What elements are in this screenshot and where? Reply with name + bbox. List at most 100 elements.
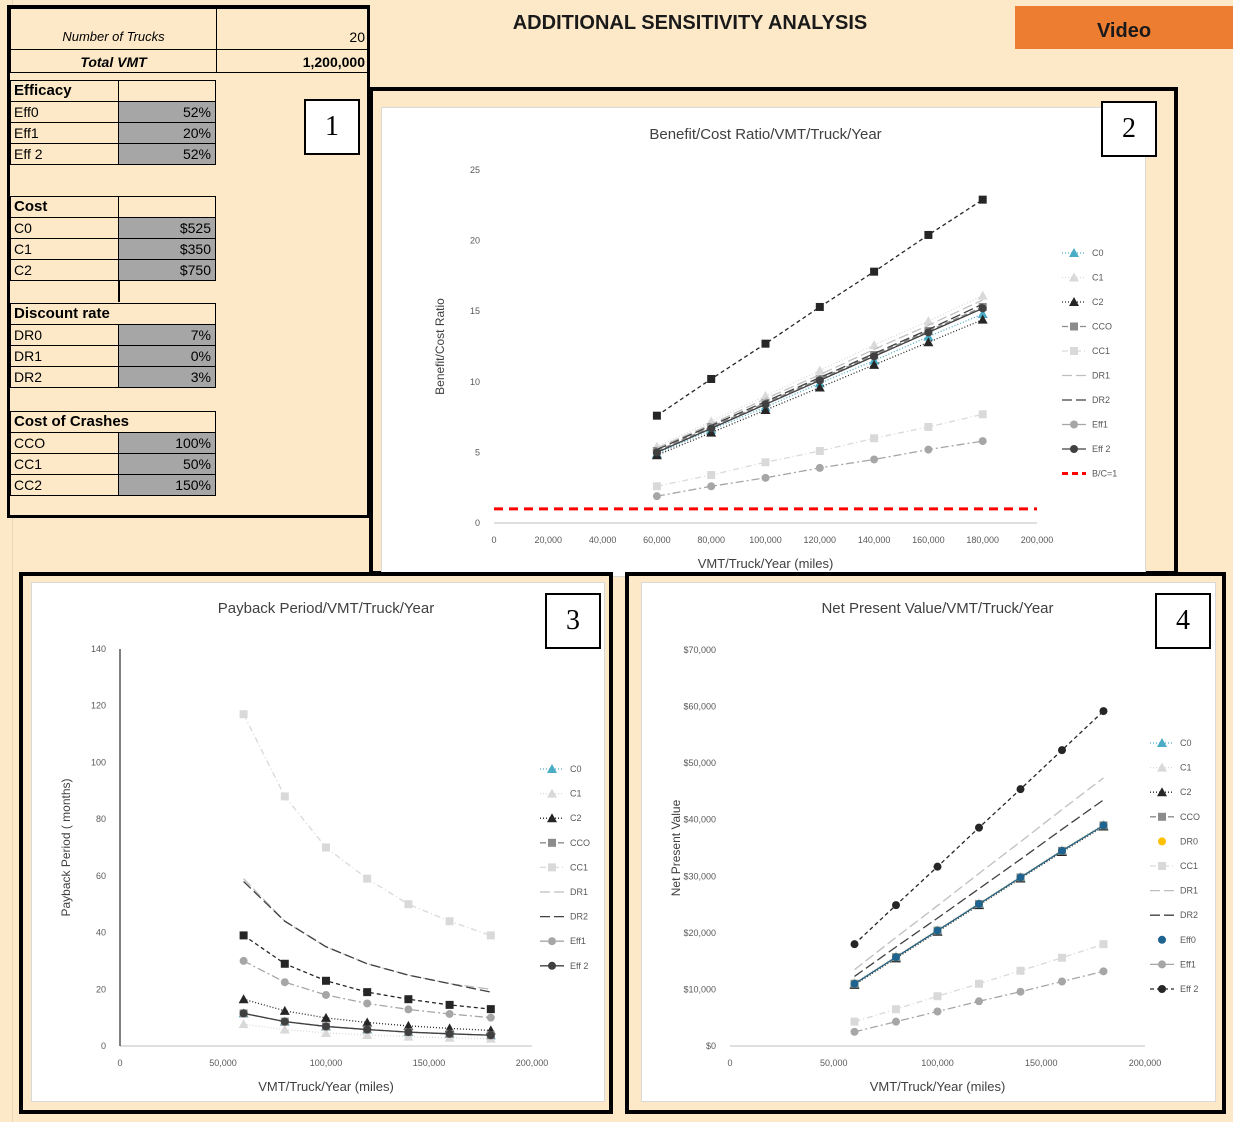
legend-item: CCO bbox=[1062, 322, 1112, 332]
data-point bbox=[239, 931, 248, 940]
data-point bbox=[815, 302, 824, 311]
x-tick-label: 180,000 bbox=[966, 535, 999, 545]
data-point bbox=[404, 900, 413, 909]
eff0-value[interactable]: 52% bbox=[118, 101, 216, 123]
data-point bbox=[977, 314, 988, 324]
legend-label: DR2 bbox=[1092, 395, 1110, 405]
series-dr1 bbox=[854, 777, 1104, 971]
data-point bbox=[1099, 707, 1108, 716]
data-point bbox=[975, 997, 983, 1006]
trucks-value[interactable]: 20 bbox=[216, 8, 368, 50]
series-line bbox=[854, 799, 1104, 977]
efficacy-header: Efficacy bbox=[10, 80, 119, 102]
series-line bbox=[656, 299, 983, 449]
x-axis-label: VMT/Truck/Year (miles) bbox=[870, 1079, 1006, 1094]
chart-title: Benefit/Cost Ratio/VMT/Truck/Year bbox=[649, 126, 881, 143]
data-point bbox=[760, 405, 771, 415]
c2-value[interactable]: $750 bbox=[118, 259, 216, 281]
y-tick-label: 120 bbox=[91, 701, 106, 711]
data-point bbox=[850, 979, 859, 988]
legend-item: Eff1 bbox=[540, 936, 586, 946]
data-point bbox=[869, 340, 880, 350]
eff2-value[interactable]: 52% bbox=[118, 143, 216, 165]
crashes-header: Cost of Crashes bbox=[10, 411, 216, 433]
legend-item: CCO bbox=[540, 838, 590, 848]
chart-frame-payback: Payback Period/VMT/Truck/Year 0 50,000 100,… bbox=[19, 572, 613, 1114]
x-tick-label: 0 bbox=[491, 535, 496, 545]
data-point bbox=[892, 1017, 900, 1026]
legend-item: CC1 bbox=[1150, 861, 1198, 871]
video-button[interactable]: Video bbox=[1015, 6, 1233, 49]
legend-marker bbox=[1158, 837, 1166, 846]
legend-label: DR2 bbox=[1180, 910, 1198, 920]
legend-marker bbox=[1158, 812, 1166, 821]
series-eff-2 bbox=[239, 1009, 495, 1040]
data-point bbox=[322, 1022, 330, 1031]
vmt-label: Total VMT bbox=[10, 49, 217, 73]
c0-value[interactable]: $525 bbox=[118, 217, 216, 239]
page-title: ADDITIONAL SENSITIVITY ANALYSIS bbox=[512, 12, 868, 34]
series-dr1 bbox=[243, 878, 491, 990]
legend-label: B/C=1 bbox=[1092, 469, 1117, 479]
y-axis-label: Benefit/Cost Ratio bbox=[433, 298, 447, 395]
data-point bbox=[923, 337, 934, 347]
x-axis-label: VMT/Truck/Year (miles) bbox=[258, 1079, 394, 1094]
eff1-value[interactable]: 20% bbox=[118, 122, 216, 144]
data-point bbox=[403, 1020, 414, 1030]
dr2-value[interactable]: 3% bbox=[118, 366, 216, 388]
dr0-label: DR0 bbox=[10, 324, 119, 346]
legend-label: C0 bbox=[570, 764, 582, 774]
efficacy-header-blank bbox=[118, 80, 216, 102]
data-point bbox=[892, 1005, 900, 1014]
c1-value[interactable]: $350 bbox=[118, 238, 216, 260]
data-point bbox=[652, 411, 661, 420]
legend-label: Eff1 bbox=[570, 936, 586, 946]
y-tick-label: 20 bbox=[470, 236, 480, 246]
legend-item: DR0 bbox=[1158, 836, 1198, 846]
series-eff1 bbox=[239, 956, 495, 1022]
data-point bbox=[322, 990, 330, 999]
dr0-value[interactable]: 7% bbox=[118, 324, 216, 346]
y-tick-label: $0 bbox=[706, 1041, 716, 1051]
data-point bbox=[707, 470, 716, 479]
legend-item: CC1 bbox=[540, 862, 588, 872]
data-point bbox=[975, 823, 983, 832]
legend-item: Eff1 bbox=[1150, 959, 1196, 969]
legend-marker bbox=[1157, 738, 1167, 747]
data-point bbox=[486, 1031, 495, 1040]
data-point bbox=[1099, 967, 1108, 976]
x-tick-label: 200,000 bbox=[1021, 535, 1054, 545]
x-tick-label: 100,000 bbox=[310, 1058, 343, 1068]
c0-label: C0 bbox=[10, 217, 119, 239]
cc2-value[interactable]: 150% bbox=[118, 474, 216, 496]
legend-item: Eff 2 bbox=[1062, 444, 1110, 454]
legend-item: DR1 bbox=[1062, 371, 1110, 381]
data-point bbox=[486, 1005, 495, 1014]
legend-item: C2 bbox=[540, 813, 582, 823]
data-point bbox=[486, 931, 495, 940]
cco-value[interactable]: 100% bbox=[118, 432, 216, 454]
data-point bbox=[445, 1029, 454, 1038]
data-point bbox=[279, 1005, 290, 1015]
series-eff1 bbox=[850, 967, 1108, 1036]
series-c2 bbox=[651, 314, 988, 460]
legend-item: Eff0 bbox=[1158, 935, 1196, 945]
cc1-value[interactable]: 50% bbox=[118, 453, 216, 475]
legend-label: C2 bbox=[1092, 297, 1104, 307]
dr1-value[interactable]: 0% bbox=[118, 345, 216, 367]
y-tick-label: 60 bbox=[96, 871, 106, 881]
vmt-value: 1,200,000 bbox=[216, 49, 368, 73]
legend-label: Eff1 bbox=[1092, 420, 1108, 430]
cell-divider bbox=[118, 280, 120, 302]
series-cc1 bbox=[652, 410, 987, 491]
data-point bbox=[363, 999, 372, 1008]
series-cc1 bbox=[850, 940, 1108, 1026]
data-point bbox=[280, 959, 289, 968]
series-eff0 bbox=[850, 821, 1108, 988]
data-point bbox=[924, 328, 933, 337]
series-cost bbox=[239, 931, 495, 1014]
series-cc1 bbox=[239, 710, 495, 940]
payback-chart: Payback Period/VMT/Truck/Year 0 50,000 100,… bbox=[59, 600, 590, 1094]
data-point bbox=[404, 1028, 413, 1037]
series-c1 bbox=[651, 290, 988, 451]
